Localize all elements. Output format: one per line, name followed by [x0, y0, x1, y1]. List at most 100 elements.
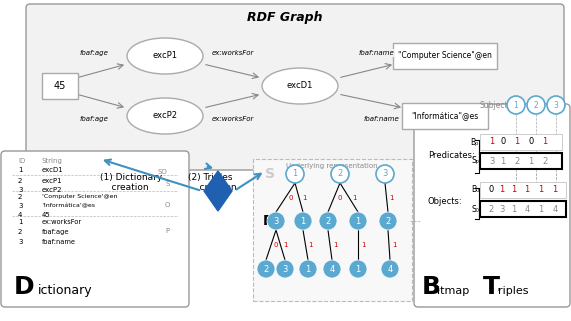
Text: S₀: S₀	[471, 204, 479, 213]
Circle shape	[276, 260, 294, 278]
FancyBboxPatch shape	[414, 104, 570, 307]
Text: 1: 1	[524, 186, 530, 195]
Polygon shape	[204, 171, 232, 211]
Text: 3: 3	[282, 265, 288, 273]
Circle shape	[547, 96, 565, 114]
Text: 1: 1	[512, 204, 517, 213]
Text: (1) Dictionary
    creation: (1) Dictionary creation	[100, 173, 162, 192]
Text: S: S	[265, 167, 275, 181]
Text: foaf:name: foaf:name	[359, 50, 395, 56]
Circle shape	[507, 96, 525, 114]
Text: String: String	[42, 158, 63, 164]
Text: ex:worksFor: ex:worksFor	[211, 116, 254, 122]
Text: 3: 3	[489, 157, 494, 166]
Text: 2: 2	[514, 157, 520, 166]
Text: 1: 1	[514, 100, 518, 109]
Text: 3: 3	[18, 239, 22, 245]
Text: 1: 1	[283, 242, 288, 248]
Text: Subjects:: Subjects:	[480, 100, 515, 109]
Text: 1: 1	[392, 242, 396, 248]
Text: "Informática"@es: "Informática"@es	[411, 111, 478, 120]
Circle shape	[349, 260, 367, 278]
Circle shape	[294, 212, 312, 230]
Text: P: P	[263, 214, 273, 228]
Text: 'Computer Science'@en: 'Computer Science'@en	[42, 194, 118, 199]
Text: excP2: excP2	[152, 111, 178, 120]
Text: 1: 1	[538, 204, 544, 213]
Text: 1: 1	[489, 137, 494, 146]
Text: 0: 0	[500, 137, 506, 146]
Text: P: P	[165, 228, 169, 234]
Circle shape	[527, 96, 545, 114]
Text: 2: 2	[263, 265, 268, 273]
Text: 1: 1	[500, 157, 506, 166]
Text: 1: 1	[389, 195, 394, 201]
Ellipse shape	[127, 38, 203, 74]
Text: 0: 0	[337, 195, 341, 201]
FancyBboxPatch shape	[253, 159, 412, 301]
FancyBboxPatch shape	[42, 73, 78, 99]
FancyBboxPatch shape	[26, 4, 564, 170]
Circle shape	[331, 165, 349, 183]
FancyBboxPatch shape	[1, 151, 189, 307]
Text: T: T	[483, 275, 500, 299]
Text: 1: 1	[355, 216, 361, 225]
Text: 0: 0	[288, 195, 293, 201]
FancyBboxPatch shape	[480, 153, 562, 169]
Text: r: r	[497, 287, 499, 292]
Text: 3: 3	[383, 169, 388, 178]
Text: ex:worksFor: ex:worksFor	[42, 219, 82, 225]
Text: foaf:age: foaf:age	[79, 50, 108, 56]
Text: 1: 1	[538, 186, 544, 195]
Text: Predicates:: Predicates:	[428, 151, 475, 160]
Text: 1: 1	[333, 242, 337, 248]
Text: 3: 3	[499, 204, 505, 213]
Text: O: O	[262, 262, 274, 276]
Text: 4: 4	[329, 265, 335, 273]
FancyBboxPatch shape	[480, 201, 566, 217]
Text: S: S	[165, 181, 170, 187]
Text: B: B	[422, 275, 441, 299]
FancyBboxPatch shape	[402, 103, 488, 129]
Text: 3: 3	[553, 100, 558, 109]
Text: 4: 4	[552, 204, 558, 213]
Text: riples: riples	[498, 286, 529, 296]
FancyBboxPatch shape	[393, 43, 497, 69]
Text: foaf:age: foaf:age	[79, 116, 108, 122]
Text: 1: 1	[305, 265, 311, 273]
Text: 0: 0	[274, 242, 279, 248]
Text: 0: 0	[488, 186, 493, 195]
Ellipse shape	[127, 98, 203, 134]
Text: 1: 1	[512, 186, 517, 195]
Circle shape	[286, 165, 304, 183]
Text: 1: 1	[514, 137, 520, 146]
Text: 2: 2	[325, 216, 331, 225]
Text: 3: 3	[18, 187, 22, 193]
Text: 2: 2	[534, 100, 538, 109]
Text: Underlying representation: Underlying representation	[286, 163, 378, 169]
Text: 1: 1	[18, 167, 22, 173]
Text: foaf:name: foaf:name	[42, 239, 76, 245]
Text: R: R	[436, 287, 440, 292]
Circle shape	[379, 212, 397, 230]
Text: 2: 2	[542, 157, 548, 166]
Text: 0: 0	[528, 137, 534, 146]
Text: SO: SO	[158, 169, 168, 175]
Text: 1: 1	[528, 157, 534, 166]
Text: Objects:: Objects:	[428, 196, 463, 205]
Text: 1: 1	[542, 137, 548, 146]
Text: 1: 1	[308, 242, 313, 248]
Text: B₀: B₀	[471, 186, 479, 195]
Text: foaf:age: foaf:age	[42, 229, 70, 235]
Text: Sₚ: Sₚ	[471, 157, 479, 166]
Text: 1: 1	[302, 195, 307, 201]
Text: 4: 4	[18, 212, 22, 218]
Circle shape	[349, 212, 367, 230]
Text: RDF Graph: RDF Graph	[247, 11, 323, 24]
Text: 2: 2	[337, 169, 343, 178]
Circle shape	[267, 212, 285, 230]
Text: 1: 1	[292, 169, 297, 178]
Text: ex:worksFor: ex:worksFor	[211, 50, 254, 56]
Circle shape	[323, 260, 341, 278]
Text: excP1: excP1	[152, 51, 178, 60]
